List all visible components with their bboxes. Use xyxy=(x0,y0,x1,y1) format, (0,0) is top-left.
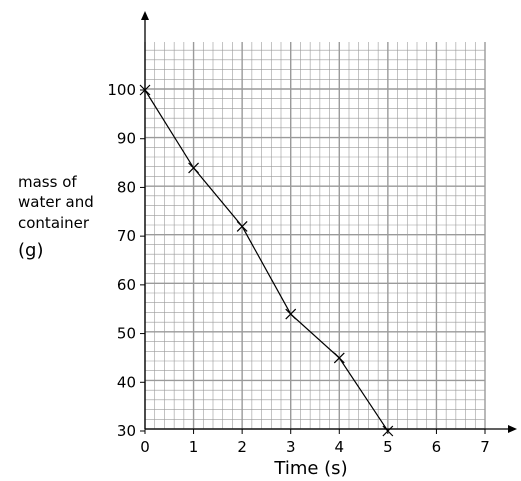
y-axis-unit: (g) xyxy=(18,240,44,261)
y-axis-title-line-3: container xyxy=(18,214,90,232)
x-tick-label: 7 xyxy=(480,438,490,456)
x-tick-label: 5 xyxy=(383,438,393,456)
data-point-marker xyxy=(333,352,345,364)
x-axis-arrow xyxy=(508,425,517,433)
y-tick-label: 90 xyxy=(117,130,136,148)
y-axis-arrow xyxy=(141,11,149,20)
y-tick-label: 30 xyxy=(117,422,136,440)
y-tick-label: 40 xyxy=(117,373,136,391)
ticks: 0 1 2 3 4 5 6 7 30 40 50 60 70 80 90 100 xyxy=(107,81,489,456)
data-point-marker xyxy=(139,84,151,96)
data-point-marker xyxy=(382,425,394,437)
x-tick-label: 6 xyxy=(432,438,442,456)
series-line xyxy=(144,89,389,432)
y-tick-label: 70 xyxy=(117,227,136,245)
data-point-marker xyxy=(285,308,297,320)
series xyxy=(139,84,394,437)
x-axis-title: Time (s) xyxy=(273,458,347,479)
x-tick-label: 2 xyxy=(237,438,247,456)
y-axis-title-line-1: mass of xyxy=(18,173,77,191)
y-axis-title-line-2: water and xyxy=(18,193,94,211)
x-tick-label: 1 xyxy=(189,438,199,456)
y-tick-label: 60 xyxy=(117,276,136,294)
y-tick-label: 80 xyxy=(117,178,136,196)
y-tick-label: 100 xyxy=(107,81,136,99)
x-tick-label: 3 xyxy=(286,438,296,456)
x-tick-label: 4 xyxy=(335,438,345,456)
grid-minor xyxy=(145,42,485,429)
x-tick-label: 0 xyxy=(140,438,150,456)
data-point-marker xyxy=(236,220,248,232)
data-point-marker xyxy=(188,162,199,174)
axes xyxy=(141,11,517,433)
y-tick-label: 50 xyxy=(117,325,136,343)
